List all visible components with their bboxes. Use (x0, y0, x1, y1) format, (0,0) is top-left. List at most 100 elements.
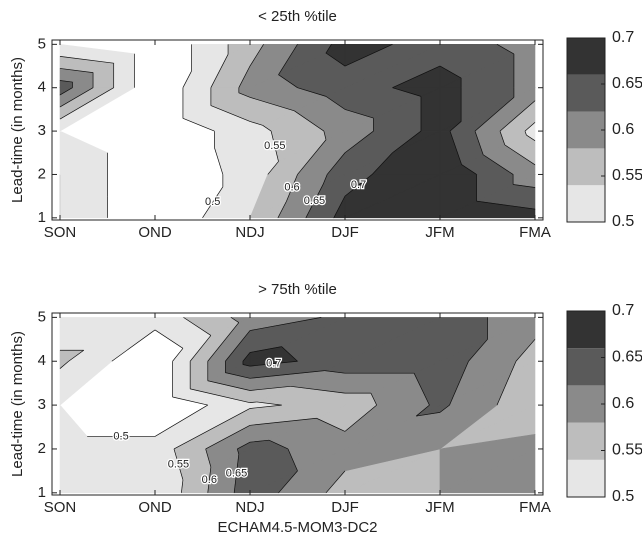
colorbar-label: 0.65 (612, 75, 642, 92)
contour-label: 0.55 (264, 140, 285, 152)
x-tick-label: FMA (519, 499, 551, 516)
x-tick-label: FMA (519, 224, 551, 241)
contour-line (344, 44, 393, 67)
contour-line (316, 417, 346, 432)
contour-line (183, 317, 212, 336)
contour-line (286, 174, 298, 202)
contour-line (297, 87, 327, 97)
contour-line (172, 396, 208, 406)
contour-line (278, 74, 298, 88)
contour-line (210, 105, 251, 122)
contour-line (242, 364, 251, 367)
y-tick-label: 4 (38, 79, 46, 96)
colorbar-label: 0.5 (612, 488, 634, 505)
contour-line (515, 339, 536, 362)
contour-line (278, 44, 298, 75)
contour-line (325, 96, 346, 110)
contour-line (59, 68, 94, 73)
chart-title: > 75th %tile (258, 281, 337, 298)
contour-line (468, 339, 488, 362)
contour-line (499, 100, 536, 132)
contour-line (225, 372, 251, 379)
contour-band (154, 360, 173, 406)
contour-label: 0.7 (266, 358, 281, 370)
contour-line (59, 360, 69, 369)
colorbar-swatch (567, 385, 605, 423)
contour-line (249, 346, 282, 353)
contour-line (513, 184, 536, 188)
contour-line (482, 154, 514, 175)
contour-line (68, 349, 84, 362)
contour-line (202, 186, 224, 219)
contour-label: 0.7 (351, 179, 366, 191)
contour-band (59, 404, 88, 450)
x-tick-label: OND (138, 224, 172, 241)
x-axis-label: ECHAM4.5-MOM3-DC2 (217, 519, 377, 536)
contour-line (496, 372, 512, 406)
contour-line (249, 360, 298, 367)
colorbar-swatch (567, 348, 605, 386)
contour-line (449, 130, 462, 165)
colorbar-label: 0.55 (612, 442, 642, 459)
contour-line (297, 139, 327, 175)
contour-line (236, 448, 240, 455)
y-axis-label: Lead-time (in months) (9, 331, 26, 477)
contour-line (249, 417, 317, 426)
contour-line (249, 370, 325, 379)
y-tick-label: 3 (38, 396, 46, 413)
y-axis-label: Lead-time (in months) (9, 57, 26, 203)
contour-line (504, 144, 536, 166)
contour-label: 0.5 (113, 430, 128, 442)
contour-line (333, 195, 346, 218)
contour-line (439, 404, 450, 413)
contour-line (238, 65, 251, 88)
contour-line (182, 118, 215, 132)
contour-line (449, 399, 453, 406)
x-tick-label: DJF (331, 499, 359, 516)
contour-line (294, 110, 325, 132)
contour-label: 0.6 (284, 182, 299, 194)
contour-line (344, 174, 373, 197)
y-tick-label: 5 (38, 308, 46, 325)
x-tick-label: DJF (331, 224, 359, 241)
contour-line (230, 317, 240, 323)
colorbar-swatch (567, 74, 605, 112)
colorbar-label: 0.7 (612, 29, 634, 46)
plot-frame (51, 39, 544, 221)
colorbar-label: 0.5 (612, 213, 634, 230)
contour-line (524, 122, 536, 132)
contour-line (413, 373, 430, 406)
colorbar-swatch (567, 38, 605, 75)
y-tick-label: 5 (38, 35, 46, 52)
contour-line (476, 200, 536, 210)
contour-line (205, 425, 251, 450)
contour-line (392, 65, 441, 89)
contour-line (267, 161, 279, 175)
contour-line (59, 87, 114, 120)
x-tick-label: NDJ (235, 499, 264, 516)
colorbar-label: 0.7 (612, 302, 634, 319)
plot-frame (51, 312, 544, 496)
contour-line (249, 44, 264, 67)
contour-line (392, 87, 422, 97)
contour-label: 0.65 (304, 195, 325, 207)
x-tick-label: NDJ (235, 224, 264, 241)
contour-band (249, 44, 299, 89)
contour-line (287, 448, 298, 472)
colorbar-label: 0.55 (612, 167, 642, 184)
contour-band (439, 433, 536, 450)
contour-line (344, 109, 374, 119)
contour-line (449, 121, 462, 132)
contour-line (277, 200, 287, 218)
x-tick-label: JFM (425, 224, 454, 241)
contour-line (154, 329, 184, 349)
contour-line (207, 380, 251, 391)
contour-line (173, 408, 251, 450)
contour-line (499, 130, 506, 145)
y-tick-label: 1 (38, 209, 46, 226)
contour-line (173, 448, 184, 481)
contour-line (249, 439, 270, 443)
contour-line (268, 439, 289, 450)
contour-line (392, 130, 422, 154)
